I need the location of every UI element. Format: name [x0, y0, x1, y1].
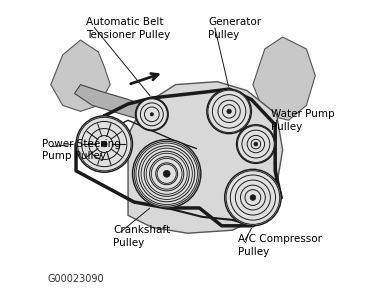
Circle shape — [237, 125, 275, 164]
Text: Crankshaft
Pulley: Crankshaft Pulley — [113, 225, 170, 247]
Text: Water Pump
Pulley: Water Pump Pulley — [271, 109, 334, 132]
Circle shape — [150, 113, 153, 116]
Circle shape — [135, 98, 168, 131]
Circle shape — [102, 141, 107, 147]
Polygon shape — [51, 40, 110, 111]
Circle shape — [76, 116, 132, 172]
Text: A/C Compressor
Pulley: A/C Compressor Pulley — [238, 234, 322, 256]
Text: G00023090: G00023090 — [48, 274, 104, 284]
Text: Automatic Belt
Tensioner Pulley: Automatic Belt Tensioner Pulley — [87, 17, 171, 40]
Text: Generator
Pulley: Generator Pulley — [208, 17, 261, 40]
Circle shape — [207, 89, 251, 134]
Circle shape — [250, 195, 256, 200]
Polygon shape — [128, 82, 283, 233]
Polygon shape — [253, 37, 315, 120]
Circle shape — [132, 140, 201, 208]
Polygon shape — [75, 85, 152, 120]
Circle shape — [163, 170, 170, 177]
Text: Power Steering
Pump Pulley: Power Steering Pump Pulley — [42, 139, 121, 161]
Circle shape — [227, 109, 231, 114]
Circle shape — [254, 142, 258, 146]
Circle shape — [225, 169, 281, 226]
